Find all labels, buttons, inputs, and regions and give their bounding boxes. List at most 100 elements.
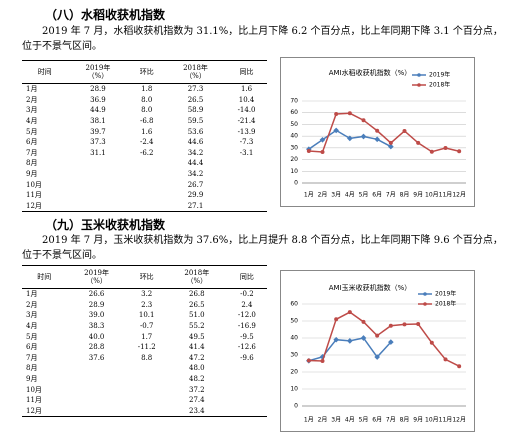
cell: -13.9 [237,127,256,136]
x-tick-label: 4月 [345,417,355,424]
cell: 34.2 [187,170,204,179]
cell [67,190,128,201]
cell: 37.2 [189,385,205,394]
y-tick-label: 10 [290,386,298,393]
point [374,136,380,143]
cell: 51.0 [189,311,205,320]
point [347,310,352,315]
cell: -9.5 [240,332,254,341]
x-tick-label: 4月 [345,192,355,199]
cell: 4月 [26,322,38,331]
cell: 27.1 [164,200,227,213]
point [306,149,311,154]
point [319,136,326,143]
cell: 5月 [26,127,38,136]
cell: 47.2 [189,353,205,362]
x-tick-label: 7月 [386,192,396,199]
header-cell: 时间 [22,265,67,289]
x-tick-label: 10月 [425,192,439,199]
section-heading: （八）水稻收获机指数 [45,8,166,22]
cell [226,405,267,418]
point [429,340,434,345]
legend-marker [423,292,427,296]
header-cell: 2018年 （%） [164,60,227,84]
cell: 44.4 [187,159,204,168]
header-cell: 2019年 （%） [67,60,129,84]
point [347,338,353,344]
cell: -6.2 [139,148,154,157]
cell [127,395,167,406]
cell: 26.8 [189,290,205,299]
cell: 31.1 [90,148,106,157]
cell: -0.2 [240,290,254,299]
x-tick-label: 11月 [439,192,453,199]
cell: 1.6 [240,85,253,94]
header-text: （%） [186,277,208,285]
header-cell: 环比 [128,60,165,84]
x-tick-label: 1月 [304,192,314,199]
cell: 39.0 [88,311,105,320]
x-tick-label: 3月 [331,192,341,199]
cell [226,200,267,213]
cell: 39.7 [90,127,106,136]
point [320,149,325,154]
chart: AMI玉米收获机指数（%） 0 10 20 30 40 50 60 1月 2月 3月 4月 5月 6月 7月… [280,270,475,432]
cell: 2月 [26,300,38,309]
cell: 1月 [26,85,38,94]
cell [227,384,267,395]
cell: -11.2 [137,343,156,352]
cell: 1.8 [141,85,153,94]
cell: 10.4 [238,95,255,104]
cell: 53.6 [187,127,204,136]
y-tick-label: 30 [290,144,298,151]
chart-title: AMI水稻收获机指数（%） [329,68,412,77]
cell: 48.2 [189,375,205,384]
point [388,140,393,145]
header-text: 同比 [239,68,254,76]
cell: 1.7 [141,332,153,341]
x-tick-label: 2月 [318,192,328,199]
cell: 7月 [26,353,38,362]
cell: 10.1 [138,311,155,320]
cell: 8.0 [141,106,153,115]
x-tick-label: 8月 [400,417,410,424]
cell: 11月 [26,191,42,200]
cell: 58.9 [187,106,204,115]
cell: 2月 [26,95,38,104]
cell: 55.2 [189,322,205,331]
point [306,358,311,363]
cell: -7.3 [239,138,254,147]
header-cell: 2018年 （%） [166,265,227,289]
cell: 44.6 [187,138,204,147]
y-tick-label: 50 [290,318,298,325]
y-tick-label: 70 [290,98,298,105]
header-cell: 同比 [226,265,267,289]
point [443,357,448,362]
cell: 26.7 [187,180,204,189]
cell: 29.9 [187,191,204,200]
x-tick-label: 8月 [400,192,410,199]
x-tick-label: 12月 [452,417,466,424]
legend-label: 2018年 [435,300,456,308]
point [333,336,339,343]
chart-frame [280,270,475,432]
header-text: （%） [86,277,107,285]
cell [129,158,165,169]
point [457,149,462,154]
paragraph: 2019 年 7 月，水稻收获机指数为 31.1%，比上月下降 6.2 个百分点… [22,26,503,52]
header-cell: 2019年 （%） [66,265,127,289]
x-tick-label: 9月 [413,192,423,199]
cell: 28.9 [90,85,106,94]
point [402,322,407,327]
cell: 7月 [26,148,38,157]
cell: -6.8 [139,117,154,126]
x-tick-label: 5月 [359,192,369,199]
cell [227,395,267,406]
y-tick-label: 20 [290,156,298,163]
header-text: 2018年 [183,64,208,72]
cell: 3月 [26,106,38,115]
cell: 1月 [26,290,38,299]
header-text: 2019年 [84,269,109,277]
y-tick-label: 0 [294,180,298,187]
